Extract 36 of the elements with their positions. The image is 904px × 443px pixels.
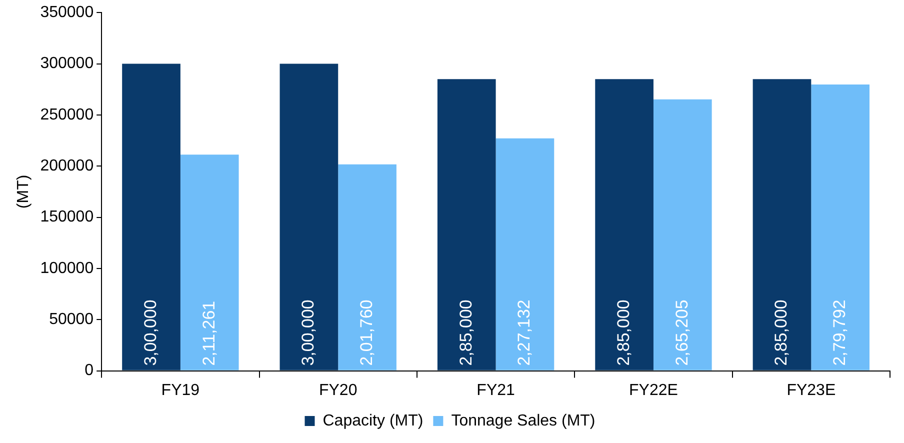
data-label: 3,00,000 xyxy=(298,300,318,366)
bar xyxy=(280,64,338,370)
x-tick-label: FY19 xyxy=(161,382,200,399)
bar xyxy=(338,164,396,370)
x-tick-label: FY22E xyxy=(629,382,678,399)
legend-label: Capacity (MT) xyxy=(322,412,424,430)
data-label: 2,65,205 xyxy=(672,300,692,366)
bar xyxy=(180,154,239,370)
bar xyxy=(653,99,712,370)
bar xyxy=(122,64,180,370)
y-tick-label: 0 xyxy=(84,362,94,380)
x-tick-label: FY20 xyxy=(318,382,358,399)
y-tick-label: 300000 xyxy=(40,55,94,72)
bar xyxy=(496,138,554,370)
data-label: 2,01,760 xyxy=(356,300,376,366)
data-label: 2,11,261 xyxy=(199,300,218,366)
y-tick-label: 350000 xyxy=(40,4,94,22)
x-tick-label: FY23E xyxy=(786,382,836,399)
y-tick-label: 250000 xyxy=(40,106,94,124)
y-tick-label: 100000 xyxy=(40,260,94,277)
bar xyxy=(752,79,812,370)
data-label: 2,85,000 xyxy=(772,300,791,366)
legend-label: Tonnage Sales (MT) xyxy=(451,412,596,430)
y-tick-label: 150000 xyxy=(40,208,94,226)
y-axis-title: (MT) xyxy=(15,174,32,209)
bar xyxy=(595,79,654,370)
data-label: 3,00,000 xyxy=(140,300,160,366)
data-label: 2,27,132 xyxy=(514,300,534,366)
x-tick-label: FY21 xyxy=(476,382,516,399)
bar xyxy=(811,84,870,370)
bar xyxy=(437,79,496,370)
y-tick-label: 50000 xyxy=(49,311,94,328)
data-label: 2,79,792 xyxy=(830,300,850,366)
data-label: 2,85,000 xyxy=(456,300,476,366)
data-label: 2,85,000 xyxy=(614,300,633,366)
y-tick-label: 200000 xyxy=(40,158,94,175)
